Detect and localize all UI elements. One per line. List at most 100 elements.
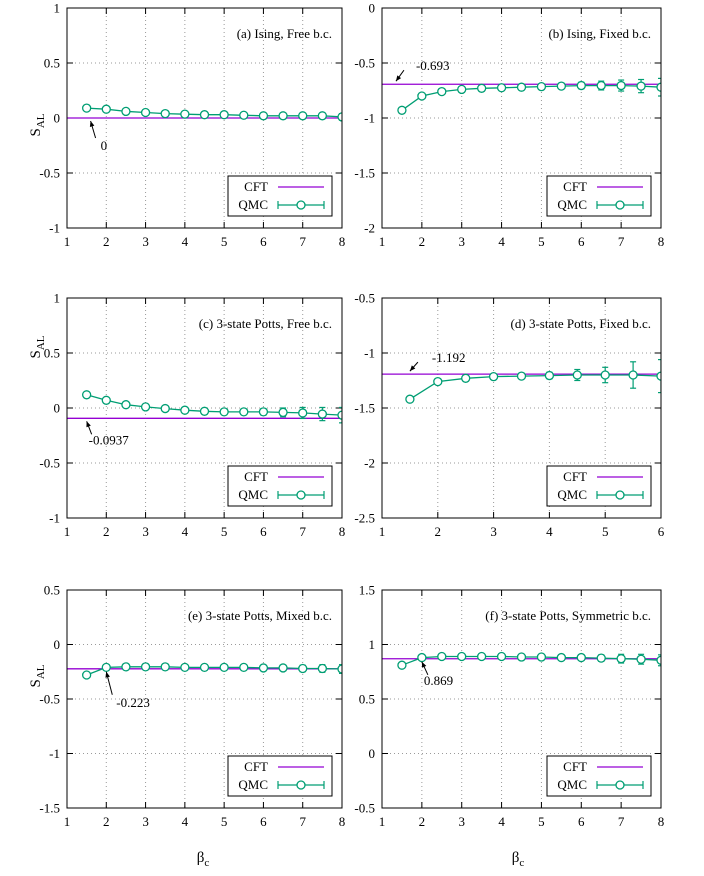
qmc-point — [596, 80, 606, 91]
legend-label-qmc: QMC — [557, 197, 587, 212]
annotation-label: 0.869 — [424, 673, 453, 688]
x-tick-label: 8 — [339, 814, 346, 829]
y-tick-label: -1 — [364, 346, 375, 361]
qmc-point — [656, 82, 661, 92]
qmc-point — [180, 405, 190, 415]
qmc-point — [278, 407, 288, 418]
x-tick-label: 1 — [64, 524, 71, 539]
qmc-point — [160, 662, 170, 672]
legend: CFT QMC — [546, 465, 652, 507]
qmc-series — [81, 103, 342, 122]
annotation-arrowhead — [105, 671, 110, 678]
y-tick-label: 0.5 — [359, 692, 375, 707]
qmc-point — [556, 652, 567, 663]
x-tick-label: 1 — [379, 524, 386, 539]
panel-title: (c) 3-state Potts, Free b.c. — [199, 316, 332, 331]
y-tick-label: -1 — [49, 511, 60, 526]
qmc-point — [180, 109, 190, 119]
qmc-point — [596, 653, 606, 663]
panel-4: 1 2 3 4 5 6 7 8 -1.5 -1 -0.5 0 0.5 (e) 3-state Potts,… — [39, 583, 346, 830]
y-tick-label: -2 — [364, 221, 375, 236]
x-tick-label: 8 — [658, 814, 665, 829]
y-tick-label: -0.5 — [39, 692, 60, 707]
legend: CFT QMC — [227, 465, 333, 507]
qmc-point — [121, 400, 131, 410]
qmc-point — [476, 83, 487, 93]
qmc-series — [397, 77, 661, 115]
qmc-point — [160, 108, 170, 119]
x-tick-label: 3 — [142, 524, 149, 539]
x-tick-label: 2 — [419, 814, 426, 829]
legend-label-cft: CFT — [563, 759, 587, 774]
qmc-point — [140, 107, 151, 118]
y-tick-label: 1 — [54, 291, 61, 306]
y-tick-label: 0 — [369, 746, 376, 761]
y-tick-label: -2 — [364, 456, 375, 471]
x-tick-label: 7 — [299, 524, 306, 539]
x-tick-label: 4 — [182, 814, 189, 829]
x-tick-label: 6 — [578, 234, 585, 249]
panel-title: (b) Ising, Fixed b.c. — [548, 26, 651, 41]
qmc-point — [476, 651, 487, 662]
qmc-point — [397, 660, 407, 670]
legend-label-qmc: QMC — [238, 197, 268, 212]
qmc-point — [298, 663, 308, 674]
qmc-point — [298, 111, 308, 121]
y-tick-label: -0.5 — [39, 456, 60, 471]
legend-label-qmc: QMC — [557, 487, 587, 502]
qmc-point — [496, 83, 507, 93]
x-tick-label: 4 — [498, 814, 505, 829]
y-tick-label: -0.5 — [39, 166, 60, 181]
qmc-series — [81, 662, 342, 680]
y-tick-label: -1 — [49, 746, 60, 761]
x-tick-label: 4 — [182, 524, 189, 539]
qmc-point — [536, 82, 547, 92]
qmc-point — [160, 403, 170, 414]
qmc-line — [409, 374, 661, 400]
qmc-point — [278, 111, 288, 121]
annotation-label: -1.192 — [432, 350, 466, 365]
qmc-point — [219, 407, 229, 417]
legend-label-qmc: QMC — [238, 777, 268, 792]
qmc-series — [397, 651, 661, 670]
qmc-point — [258, 407, 269, 417]
qmc-series — [405, 359, 661, 404]
y-tick-label: -1.5 — [354, 401, 375, 416]
qmc-point — [199, 406, 210, 416]
qmc-point — [536, 652, 547, 662]
legend-label-cft: CFT — [244, 469, 268, 484]
qmc-point — [600, 370, 610, 380]
ylabel-top: SAL — [28, 113, 47, 136]
y-tick-label: 0 — [369, 1, 376, 16]
legend-label-qmc: QMC — [238, 487, 268, 502]
qmc-point — [317, 409, 328, 419]
qmc-point — [337, 664, 342, 674]
qmc-point — [656, 655, 661, 665]
y-tick-label: 0.5 — [44, 583, 60, 598]
y-tick-label: -1.5 — [354, 166, 375, 181]
panels: 1 2 3 4 5 6 7 8 -1 -0.5 0 0.5 1 (a) Ising, Free b.c. 0… — [39, 1, 665, 830]
qmc-point — [239, 110, 249, 120]
qmc-point — [239, 407, 249, 417]
qmc-point — [405, 394, 415, 404]
annotation-label: -0.223 — [116, 695, 150, 710]
qmc-point — [317, 111, 328, 121]
x-tick-label: 6 — [260, 814, 267, 829]
x-tick-label: 3 — [458, 814, 465, 829]
y-tick-label: 1.5 — [359, 583, 375, 598]
x-tick-label: 1 — [379, 234, 386, 249]
xlabel-right: βc — [512, 850, 525, 869]
legend-box — [227, 175, 333, 217]
qmc-point — [457, 651, 467, 662]
legend-label-cft: CFT — [244, 759, 268, 774]
qmc-point — [258, 663, 269, 673]
qmc-point — [337, 112, 342, 122]
qmc-point — [121, 662, 131, 672]
plot-frame — [381, 297, 662, 519]
qmc-point — [140, 402, 151, 412]
x-tick-label: 5 — [221, 814, 228, 829]
y-tick-label: -2.5 — [354, 511, 375, 526]
qmc-point — [278, 663, 288, 673]
y-tick-label: 1 — [369, 637, 376, 652]
